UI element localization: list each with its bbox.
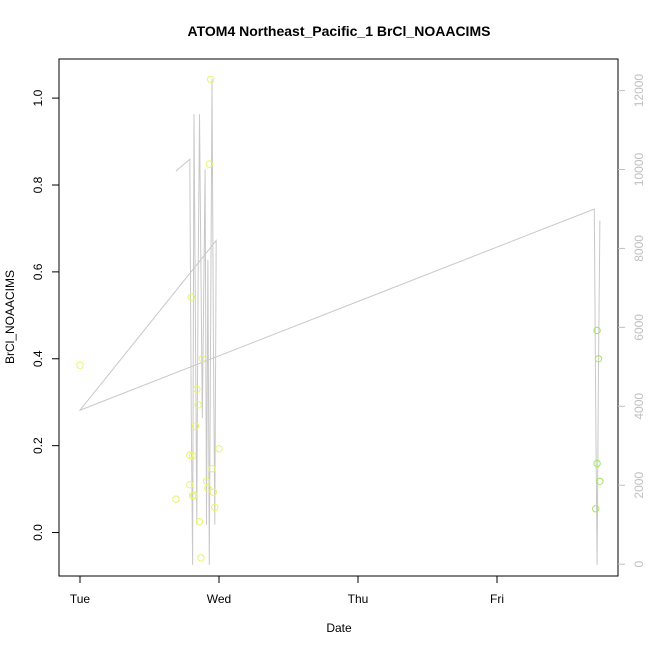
y2-tick-label: 12000 [632, 74, 646, 108]
x-axis-label: Date [326, 621, 352, 635]
x-tick-label: Wed [207, 592, 231, 606]
scatter-point [202, 477, 211, 485]
scatter-point [204, 484, 212, 492]
scatter-point [172, 495, 180, 503]
scatter-point [191, 422, 200, 430]
plot-frame [58, 58, 619, 577]
scatter-point [186, 451, 194, 459]
scatter-point [596, 477, 604, 485]
line-trace [78, 78, 601, 565]
x-tick-label: Thu [348, 592, 369, 606]
scatter-point [188, 452, 197, 460]
scatter-point [205, 160, 214, 168]
x-tick-label: Fri [490, 592, 504, 606]
scatter-point [593, 326, 601, 335]
y-tick-label: 0.0 [31, 524, 45, 541]
y2-tick-label: 10000 [632, 152, 646, 186]
line-series [78, 78, 601, 565]
y-tick-label: 0.6 [31, 263, 45, 280]
scatter-point [195, 518, 204, 526]
y-axis-label: BrCl_NOAACIMS [3, 270, 17, 364]
y2-tick-label: 6000 [632, 314, 646, 341]
scatter-point [593, 459, 601, 468]
x-axis: Tue Wed Thu Fri [70, 576, 504, 606]
y-axis-left: 0.0 0.2 0.4 0.6 0.8 1.0 [31, 89, 59, 541]
scatter-point [190, 491, 198, 499]
scatter-series [76, 75, 604, 562]
scatter-point [215, 445, 223, 453]
scatter-point [207, 75, 215, 84]
scatter-point [592, 505, 600, 513]
scatter-point [187, 293, 195, 301]
y-tick-label: 1.0 [31, 89, 45, 106]
scatter-point [76, 361, 84, 369]
scatter-point [197, 554, 205, 562]
scatter-point [193, 385, 201, 393]
y-tick-label: 0.2 [31, 437, 45, 454]
chart-title: ATOM4 Northeast_Pacific_1 BrCl_NOAACIMS [188, 23, 491, 39]
scatter-point [198, 355, 207, 363]
scatter-point [186, 481, 194, 489]
y2-tick-label: 0 [632, 561, 646, 568]
scatter-point [208, 465, 216, 473]
y2-tick-label: 4000 [632, 393, 646, 420]
y-tick-label: 0.8 [31, 176, 45, 193]
y-tick-label: 0.4 [31, 350, 45, 367]
scatter-point [211, 503, 219, 512]
scatter-point [194, 401, 202, 409]
y2-tick-label: 8000 [632, 235, 646, 262]
y-axis-right: 0 2000 4000 6000 8000 10000 12000 [618, 74, 646, 568]
x-tick-label: Tue [70, 592, 91, 606]
y2-tick-label: 2000 [632, 472, 646, 499]
scatter-point [594, 355, 603, 363]
scatter-point [209, 488, 218, 496]
